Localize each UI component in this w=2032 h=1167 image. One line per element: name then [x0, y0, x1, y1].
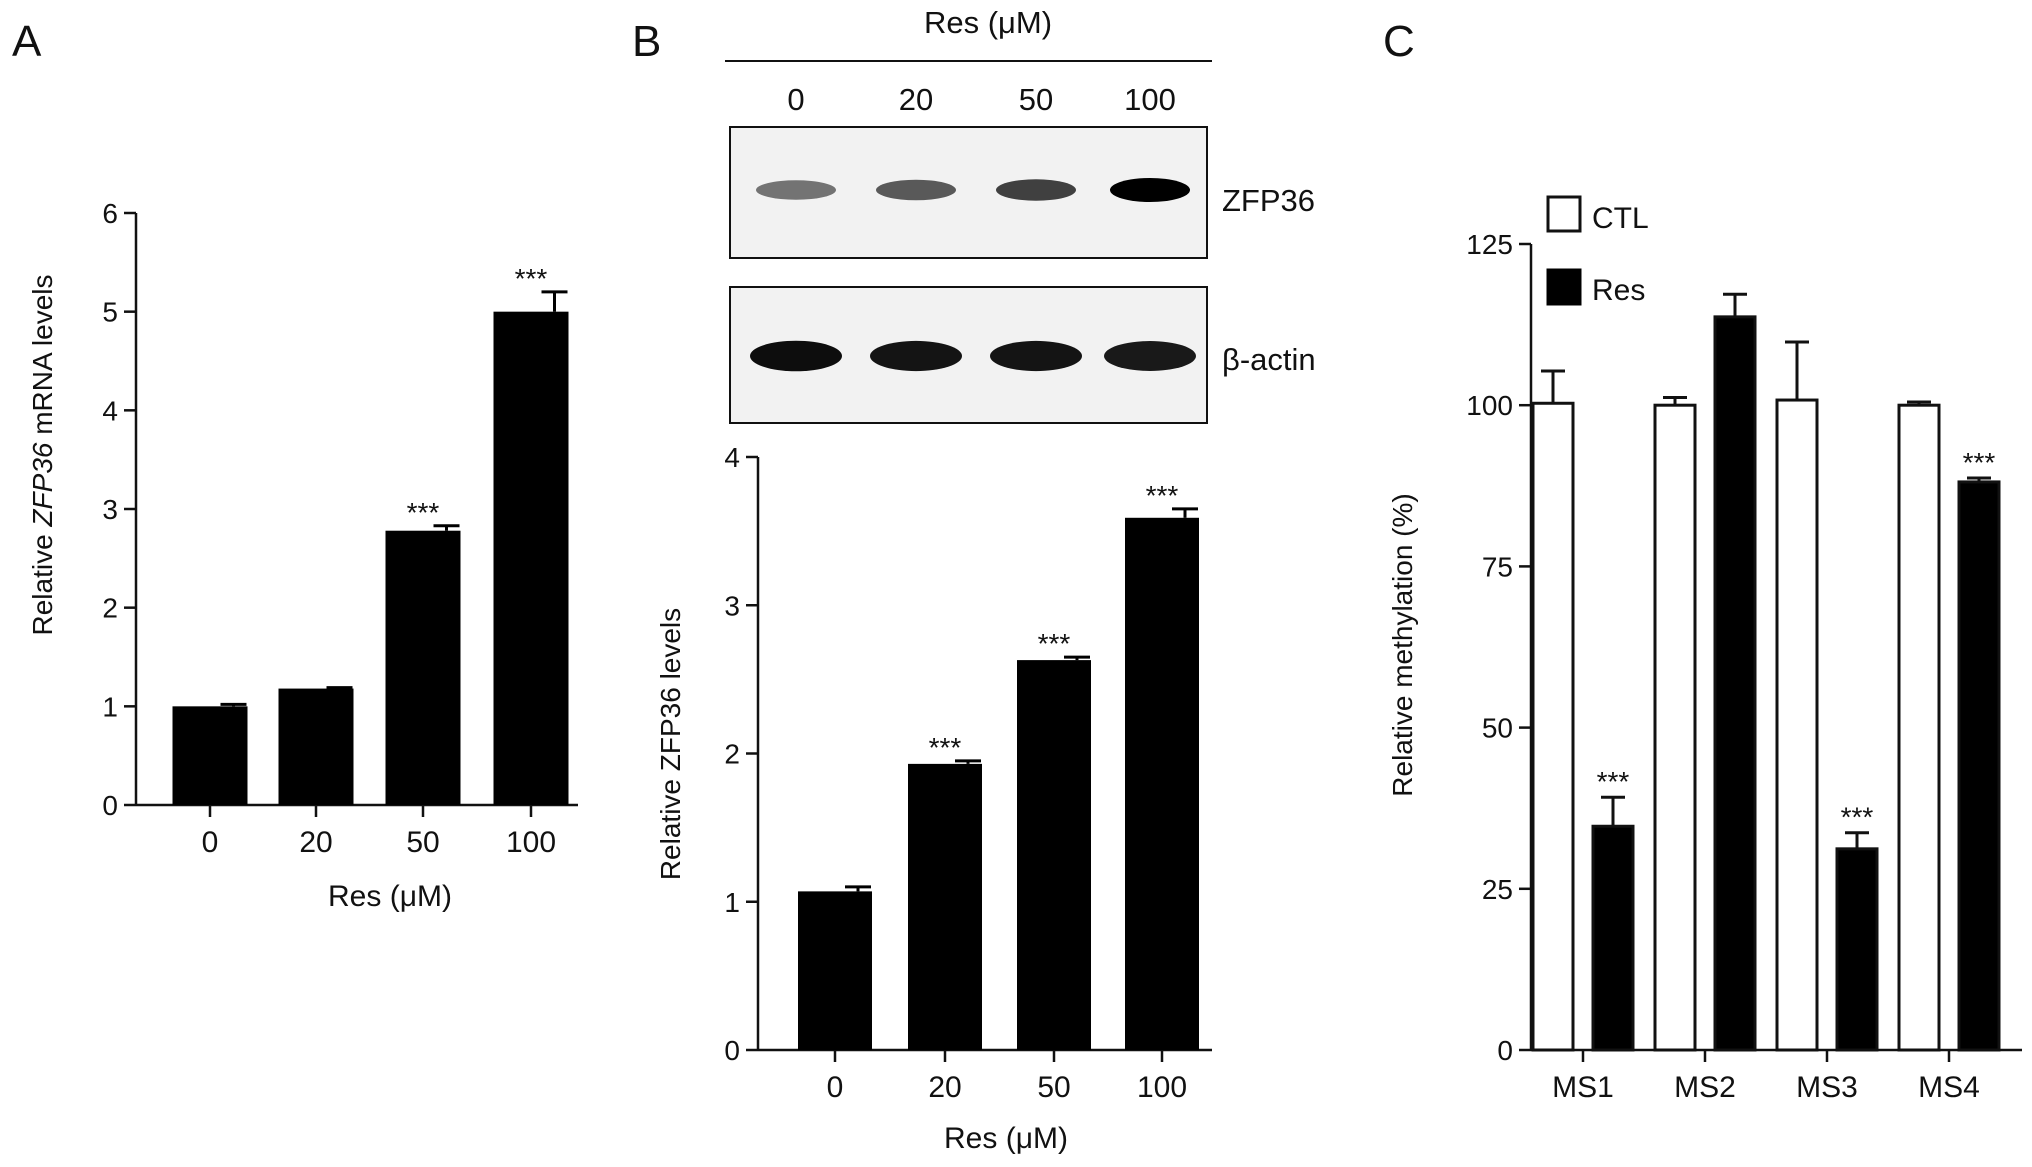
- blot-band: [1104, 341, 1196, 371]
- chart-b: Relative ZFP36 levels Res (μM) 0 1 2 3 4 0 ***…: [655, 442, 1212, 1155]
- chart-c-bar-res: [1591, 824, 1635, 1052]
- chart-a-y-tick-label: 5: [102, 297, 118, 328]
- lane-label: 20: [899, 82, 933, 117]
- chart-b-y-tick-label: 0: [724, 1035, 740, 1066]
- lane-label: 0: [787, 82, 804, 117]
- chart-b-bar: [1125, 517, 1199, 1050]
- chart-a-x-tick-label: 100: [506, 826, 556, 859]
- chart-b-y-tick-label: 2: [724, 739, 740, 770]
- chart-b-significance-label: ***: [1038, 628, 1071, 659]
- blot-band: [750, 340, 842, 372]
- chart-b-significance-label: ***: [1146, 480, 1179, 511]
- lane-label: 50: [1019, 82, 1053, 117]
- chart-a-x-tick-label: 20: [299, 826, 332, 859]
- chart-b-significance-label: ***: [929, 732, 962, 763]
- chart-b-y-axis-label: Relative ZFP36 levels: [655, 608, 686, 880]
- chart-b-x-tick-label: 20: [928, 1071, 961, 1104]
- panel-letter-a: A: [12, 17, 42, 66]
- chart-c-y-tick-label: 125: [1466, 229, 1513, 260]
- chart-a-x-tick-label: 50: [406, 826, 439, 859]
- chart-a: Relative ZFP36 mRNA levels Res (μM) 0 1 2 3…: [27, 198, 578, 913]
- chart-c-x-tick-label: MS4: [1918, 1071, 1980, 1104]
- chart-c-significance-label: ***: [1597, 766, 1630, 797]
- chart-a-bar: [385, 530, 461, 805]
- chart-a-x-tick-label: 0: [202, 826, 219, 859]
- chart-c: Relative methylation (%) CTL Res 0 25 50 75…: [1387, 195, 2022, 1104]
- chart-c-bar-res: [1713, 315, 1757, 1052]
- blot-row-label-zfp36: ZFP36: [1222, 183, 1315, 218]
- chart-a-bar: [278, 688, 354, 805]
- chart-b-bar: [908, 763, 982, 1050]
- chart-b-x-tick-label: 0: [827, 1071, 844, 1104]
- chart-a-y-axis-label: Relative ZFP36 mRNA levels: [27, 274, 58, 635]
- chart-c-x-tick-label: MS2: [1674, 1071, 1736, 1104]
- chart-c-bar-ctl: [1653, 403, 1697, 1052]
- chart-a-significance-label: ***: [407, 497, 440, 528]
- chart-c-bar-res: [1957, 480, 2001, 1052]
- legend-swatch-ctl: [1546, 195, 1582, 233]
- blot-header: Res (μM): [924, 5, 1052, 40]
- chart-a-x-axis-label: Res (μM): [328, 880, 452, 913]
- legend-swatch-res: [1546, 268, 1582, 306]
- chart-c-y-tick-label: 100: [1466, 390, 1513, 421]
- chart-c-y-tick-label: 0: [1497, 1035, 1513, 1066]
- chart-b-x-tick-label: 50: [1037, 1071, 1070, 1104]
- blot-band: [756, 180, 836, 200]
- chart-c-y-axis-label: Relative methylation (%): [1387, 493, 1418, 796]
- chart-c-significance-label: ***: [1841, 802, 1874, 833]
- chart-b-bar: [798, 891, 872, 1050]
- blot-row-label-actin: β-actin: [1222, 342, 1316, 377]
- chart-a-bar: [493, 311, 569, 805]
- chart-c-bar-ctl: [1897, 403, 1941, 1052]
- blot-band: [870, 340, 962, 372]
- chart-a-y-tick-label: 1: [102, 691, 118, 722]
- chart-c-significance-label: ***: [1963, 447, 1996, 478]
- chart-c-bar-ctl: [1775, 398, 1819, 1052]
- blot-band: [996, 179, 1076, 201]
- legend-label-res: Res: [1592, 274, 1645, 307]
- chart-a-y-tick-label: 2: [102, 593, 118, 624]
- chart-c-y-tick-label: 50: [1482, 713, 1513, 744]
- chart-b-y-tick-label: 3: [724, 590, 740, 621]
- chart-a-bar: [172, 706, 248, 805]
- chart-b-y-tick-label: 4: [724, 442, 740, 473]
- chart-b-y-tick-label: 1: [724, 887, 740, 918]
- chart-c-bar-ctl: [1531, 401, 1575, 1052]
- chart-a-y-tick-label: 3: [102, 494, 118, 525]
- chart-c-x-tick-label: MS3: [1796, 1071, 1858, 1104]
- chart-a-y-tick-label: 6: [102, 198, 118, 229]
- chart-b-bar: [1017, 660, 1091, 1050]
- chart-c-y-tick-label: 75: [1482, 551, 1513, 582]
- blot-band: [876, 179, 956, 201]
- western-blot: Res (μM) 0 20 50 100 ZFP36 β-actin: [725, 5, 1316, 424]
- blot-band: [990, 340, 1082, 372]
- chart-c-bar-res: [1835, 847, 1879, 1052]
- panel-letter-c: C: [1383, 17, 1415, 66]
- chart-a-y-tick-label: 0: [102, 790, 118, 821]
- chart-a-y-tick-label: 4: [102, 395, 118, 426]
- chart-b-x-axis-label: Res (μM): [944, 1122, 1068, 1155]
- chart-c-y-tick-label: 25: [1482, 874, 1513, 905]
- chart-c-x-tick-label: MS1: [1552, 1071, 1614, 1104]
- lane-label: 100: [1124, 82, 1176, 117]
- chart-a-significance-label: ***: [515, 263, 548, 294]
- chart-b-x-tick-label: 100: [1137, 1071, 1187, 1104]
- blot-band: [1110, 178, 1190, 202]
- legend-label-ctl: CTL: [1592, 202, 1649, 235]
- panel-letter-b: B: [632, 17, 661, 66]
